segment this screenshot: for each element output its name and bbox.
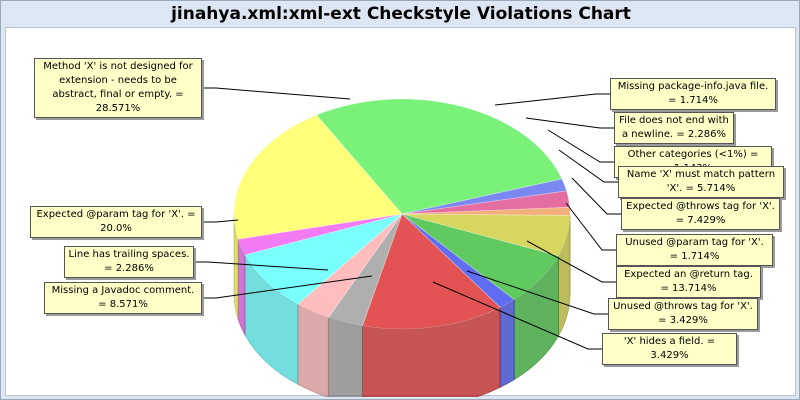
slice-top-10	[244, 213, 403, 305]
leader-lines	[194, 87, 621, 350]
leader-line-11	[194, 261, 329, 271]
leader-line-6	[565, 202, 616, 251]
slice-top-1	[401, 178, 568, 215]
slice-label-1: Missing package-info.java file. = 1.714%	[610, 78, 776, 110]
leader-line-12	[202, 219, 239, 223]
pie-chart	[194, 87, 621, 397]
slice-side-9	[297, 303, 329, 397]
slice-top-5	[401, 213, 560, 301]
slice-label-12: Expected @param tag for 'X'. = 20.0%	[30, 206, 202, 238]
slice-label-10: Missing a Javadoc comment. = 8.571%	[44, 282, 202, 314]
slice-label-8: Unused @throws tag for 'X'. = 3.429%	[608, 298, 758, 330]
slice-top-7	[361, 213, 501, 330]
slice-label-6: Unused @param tag for 'X'. = 1.714%	[616, 234, 773, 266]
leader-line-2	[525, 117, 614, 129]
slice-side-6	[499, 298, 515, 389]
slice-top-9	[297, 213, 403, 318]
slice-side-8	[327, 316, 363, 397]
leader-line-3	[547, 129, 614, 163]
leader-line-1	[494, 93, 610, 106]
slice-label-5: Expected @throws tag for 'X'. = 7.429%	[621, 198, 780, 230]
leader-line-8	[466, 270, 608, 315]
slice-label-4: Name 'X' must match pattern 'X'. = 5.714…	[618, 166, 784, 198]
slice-top-11	[237, 213, 403, 256]
leader-line-10	[202, 275, 373, 299]
chart-title: jinahya.xml:xml-ext Checkstyle Violation…	[171, 4, 631, 24]
slice-label-7: Expected an @return tag. = 13.714%	[616, 266, 761, 298]
slice-label-2: File does not end with a newline. = 2.28…	[614, 112, 734, 144]
slice-top-4	[401, 213, 571, 257]
slice-top-8	[327, 213, 403, 327]
slice-label-9: 'X' hides a field. = 3.429%	[602, 333, 737, 365]
leader-line-4	[558, 149, 618, 183]
slice-top-6	[401, 213, 515, 308]
leader-line-9	[432, 281, 602, 350]
slice-top-12	[233, 114, 403, 240]
leader-line-7	[526, 240, 616, 283]
slice-label-11: Line has trailing spaces. = 2.286%	[64, 246, 194, 278]
slice-label-0: Method 'X' is not designed for extension…	[34, 58, 202, 118]
leader-line-5	[571, 177, 621, 215]
slice-top-0	[315, 98, 563, 215]
plot-area: Method 'X' is not designed for extension…	[5, 27, 796, 397]
pie-tops	[233, 98, 571, 330]
leader-line-0	[202, 87, 351, 100]
